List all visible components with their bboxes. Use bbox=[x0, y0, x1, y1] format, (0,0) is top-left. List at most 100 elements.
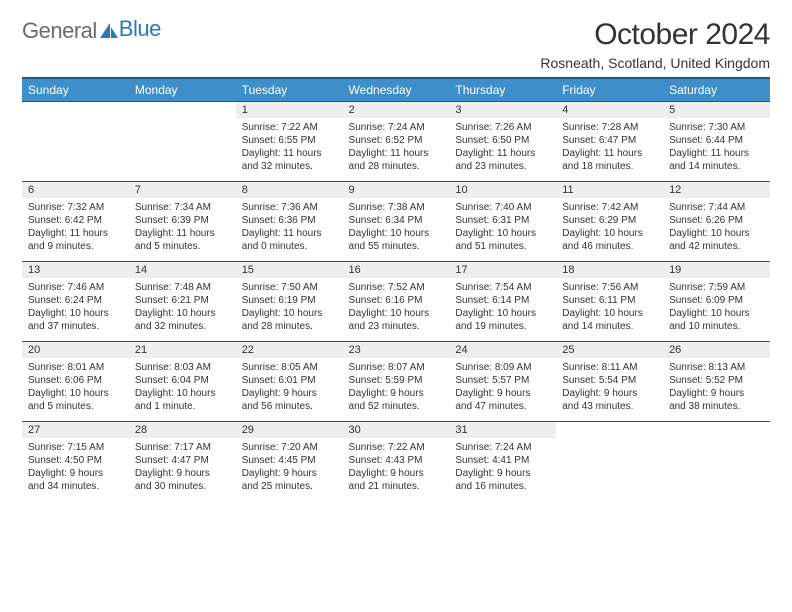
sunrise-text: Sunrise: 7:52 AM bbox=[349, 281, 444, 294]
sunset-text: Sunset: 4:43 PM bbox=[349, 454, 444, 467]
day-header: Monday bbox=[129, 78, 236, 102]
daylight-text-2: and 5 minutes. bbox=[135, 240, 230, 253]
week-number-row: 20212223242526 bbox=[22, 342, 770, 359]
day-detail-cell: Sunrise: 7:32 AMSunset: 6:42 PMDaylight:… bbox=[22, 198, 129, 262]
week-number-row: 12345 bbox=[22, 102, 770, 119]
day-header: Saturday bbox=[663, 78, 770, 102]
week-detail-row: Sunrise: 8:01 AMSunset: 6:06 PMDaylight:… bbox=[22, 358, 770, 422]
sunset-text: Sunset: 6:42 PM bbox=[28, 214, 123, 227]
daylight-text-1: Daylight: 10 hours bbox=[349, 227, 444, 240]
sunset-text: Sunset: 6:52 PM bbox=[349, 134, 444, 147]
daylight-text-2: and 52 minutes. bbox=[349, 400, 444, 413]
sunrise-text: Sunrise: 7:26 AM bbox=[455, 121, 550, 134]
sunrise-text: Sunrise: 8:11 AM bbox=[562, 361, 657, 374]
daylight-text-1: Daylight: 10 hours bbox=[669, 307, 764, 320]
day-detail-cell: Sunrise: 7:34 AMSunset: 6:39 PMDaylight:… bbox=[129, 198, 236, 262]
day-detail-cell: Sunrise: 7:30 AMSunset: 6:44 PMDaylight:… bbox=[663, 118, 770, 182]
page-subtitle: Rosneath, Scotland, United Kingdom bbox=[540, 55, 770, 71]
sunset-text: Sunset: 6:16 PM bbox=[349, 294, 444, 307]
daylight-text-2: and 38 minutes. bbox=[669, 400, 764, 413]
sunrise-text: Sunrise: 7:30 AM bbox=[669, 121, 764, 134]
daylight-text-1: Daylight: 11 hours bbox=[349, 147, 444, 160]
week-number-row: 2728293031 bbox=[22, 422, 770, 439]
sunset-text: Sunset: 6:09 PM bbox=[669, 294, 764, 307]
day-number-cell bbox=[663, 422, 770, 439]
day-number-cell bbox=[129, 102, 236, 119]
sunrise-text: Sunrise: 7:44 AM bbox=[669, 201, 764, 214]
sunset-text: Sunset: 6:26 PM bbox=[669, 214, 764, 227]
day-number-cell: 11 bbox=[556, 182, 663, 199]
sunset-text: Sunset: 6:44 PM bbox=[669, 134, 764, 147]
sunrise-text: Sunrise: 7:36 AM bbox=[242, 201, 337, 214]
sunrise-text: Sunrise: 7:28 AM bbox=[562, 121, 657, 134]
day-number-cell: 12 bbox=[663, 182, 770, 199]
day-number-cell: 29 bbox=[236, 422, 343, 439]
sunrise-text: Sunrise: 8:07 AM bbox=[349, 361, 444, 374]
day-detail-cell: Sunrise: 7:15 AMSunset: 4:50 PMDaylight:… bbox=[22, 438, 129, 501]
day-number-cell: 10 bbox=[449, 182, 556, 199]
sunrise-text: Sunrise: 7:42 AM bbox=[562, 201, 657, 214]
daylight-text-1: Daylight: 10 hours bbox=[135, 387, 230, 400]
day-detail-cell: Sunrise: 8:11 AMSunset: 5:54 PMDaylight:… bbox=[556, 358, 663, 422]
day-header: Tuesday bbox=[236, 78, 343, 102]
sunrise-text: Sunrise: 7:50 AM bbox=[242, 281, 337, 294]
week-detail-row: Sunrise: 7:46 AMSunset: 6:24 PMDaylight:… bbox=[22, 278, 770, 342]
sunset-text: Sunset: 6:29 PM bbox=[562, 214, 657, 227]
day-number-cell: 14 bbox=[129, 262, 236, 279]
daylight-text-1: Daylight: 9 hours bbox=[242, 467, 337, 480]
daylight-text-2: and 30 minutes. bbox=[135, 480, 230, 493]
daylight-text-1: Daylight: 10 hours bbox=[242, 307, 337, 320]
daylight-text-2: and 14 minutes. bbox=[562, 320, 657, 333]
day-number-cell: 13 bbox=[22, 262, 129, 279]
day-detail-cell: Sunrise: 7:22 AMSunset: 4:43 PMDaylight:… bbox=[343, 438, 450, 501]
sunrise-text: Sunrise: 7:22 AM bbox=[349, 441, 444, 454]
sunset-text: Sunset: 6:11 PM bbox=[562, 294, 657, 307]
daylight-text-1: Daylight: 9 hours bbox=[242, 387, 337, 400]
sunrise-text: Sunrise: 8:05 AM bbox=[242, 361, 337, 374]
sunset-text: Sunset: 4:45 PM bbox=[242, 454, 337, 467]
day-number-cell: 27 bbox=[22, 422, 129, 439]
week-detail-row: Sunrise: 7:32 AMSunset: 6:42 PMDaylight:… bbox=[22, 198, 770, 262]
day-number-cell: 16 bbox=[343, 262, 450, 279]
day-number-cell: 9 bbox=[343, 182, 450, 199]
day-number-cell: 24 bbox=[449, 342, 556, 359]
daylight-text-1: Daylight: 9 hours bbox=[669, 387, 764, 400]
week-number-row: 6789101112 bbox=[22, 182, 770, 199]
day-detail-cell: Sunrise: 7:56 AMSunset: 6:11 PMDaylight:… bbox=[556, 278, 663, 342]
week-number-row: 13141516171819 bbox=[22, 262, 770, 279]
sunset-text: Sunset: 6:39 PM bbox=[135, 214, 230, 227]
daylight-text-1: Daylight: 9 hours bbox=[349, 387, 444, 400]
day-detail-cell: Sunrise: 7:26 AMSunset: 6:50 PMDaylight:… bbox=[449, 118, 556, 182]
day-detail-cell: Sunrise: 7:54 AMSunset: 6:14 PMDaylight:… bbox=[449, 278, 556, 342]
day-detail-cell: Sunrise: 7:59 AMSunset: 6:09 PMDaylight:… bbox=[663, 278, 770, 342]
sunset-text: Sunset: 4:47 PM bbox=[135, 454, 230, 467]
sunrise-text: Sunrise: 7:56 AM bbox=[562, 281, 657, 294]
sunrise-text: Sunrise: 7:38 AM bbox=[349, 201, 444, 214]
sunrise-text: Sunrise: 7:17 AM bbox=[135, 441, 230, 454]
daylight-text-2: and 21 minutes. bbox=[349, 480, 444, 493]
daylight-text-2: and 25 minutes. bbox=[242, 480, 337, 493]
week-detail-row: Sunrise: 7:15 AMSunset: 4:50 PMDaylight:… bbox=[22, 438, 770, 501]
sunrise-text: Sunrise: 7:48 AM bbox=[135, 281, 230, 294]
day-number-cell: 19 bbox=[663, 262, 770, 279]
daylight-text-2: and 28 minutes. bbox=[349, 160, 444, 173]
day-number-cell: 5 bbox=[663, 102, 770, 119]
daylight-text-2: and 16 minutes. bbox=[455, 480, 550, 493]
daylight-text-2: and 43 minutes. bbox=[562, 400, 657, 413]
daylight-text-1: Daylight: 11 hours bbox=[135, 227, 230, 240]
sunrise-text: Sunrise: 7:24 AM bbox=[455, 441, 550, 454]
daylight-text-2: and 14 minutes. bbox=[669, 160, 764, 173]
sunset-text: Sunset: 6:24 PM bbox=[28, 294, 123, 307]
day-detail-cell: Sunrise: 8:03 AMSunset: 6:04 PMDaylight:… bbox=[129, 358, 236, 422]
daylight-text-1: Daylight: 9 hours bbox=[349, 467, 444, 480]
day-number-cell: 6 bbox=[22, 182, 129, 199]
sunset-text: Sunset: 6:55 PM bbox=[242, 134, 337, 147]
sunrise-text: Sunrise: 7:24 AM bbox=[349, 121, 444, 134]
sunset-text: Sunset: 6:06 PM bbox=[28, 374, 123, 387]
daylight-text-1: Daylight: 10 hours bbox=[562, 307, 657, 320]
day-detail-cell: Sunrise: 7:17 AMSunset: 4:47 PMDaylight:… bbox=[129, 438, 236, 501]
day-detail-cell: Sunrise: 8:05 AMSunset: 6:01 PMDaylight:… bbox=[236, 358, 343, 422]
brand-logo: General Blue bbox=[22, 18, 161, 44]
daylight-text-1: Daylight: 11 hours bbox=[562, 147, 657, 160]
day-header: Wednesday bbox=[343, 78, 450, 102]
